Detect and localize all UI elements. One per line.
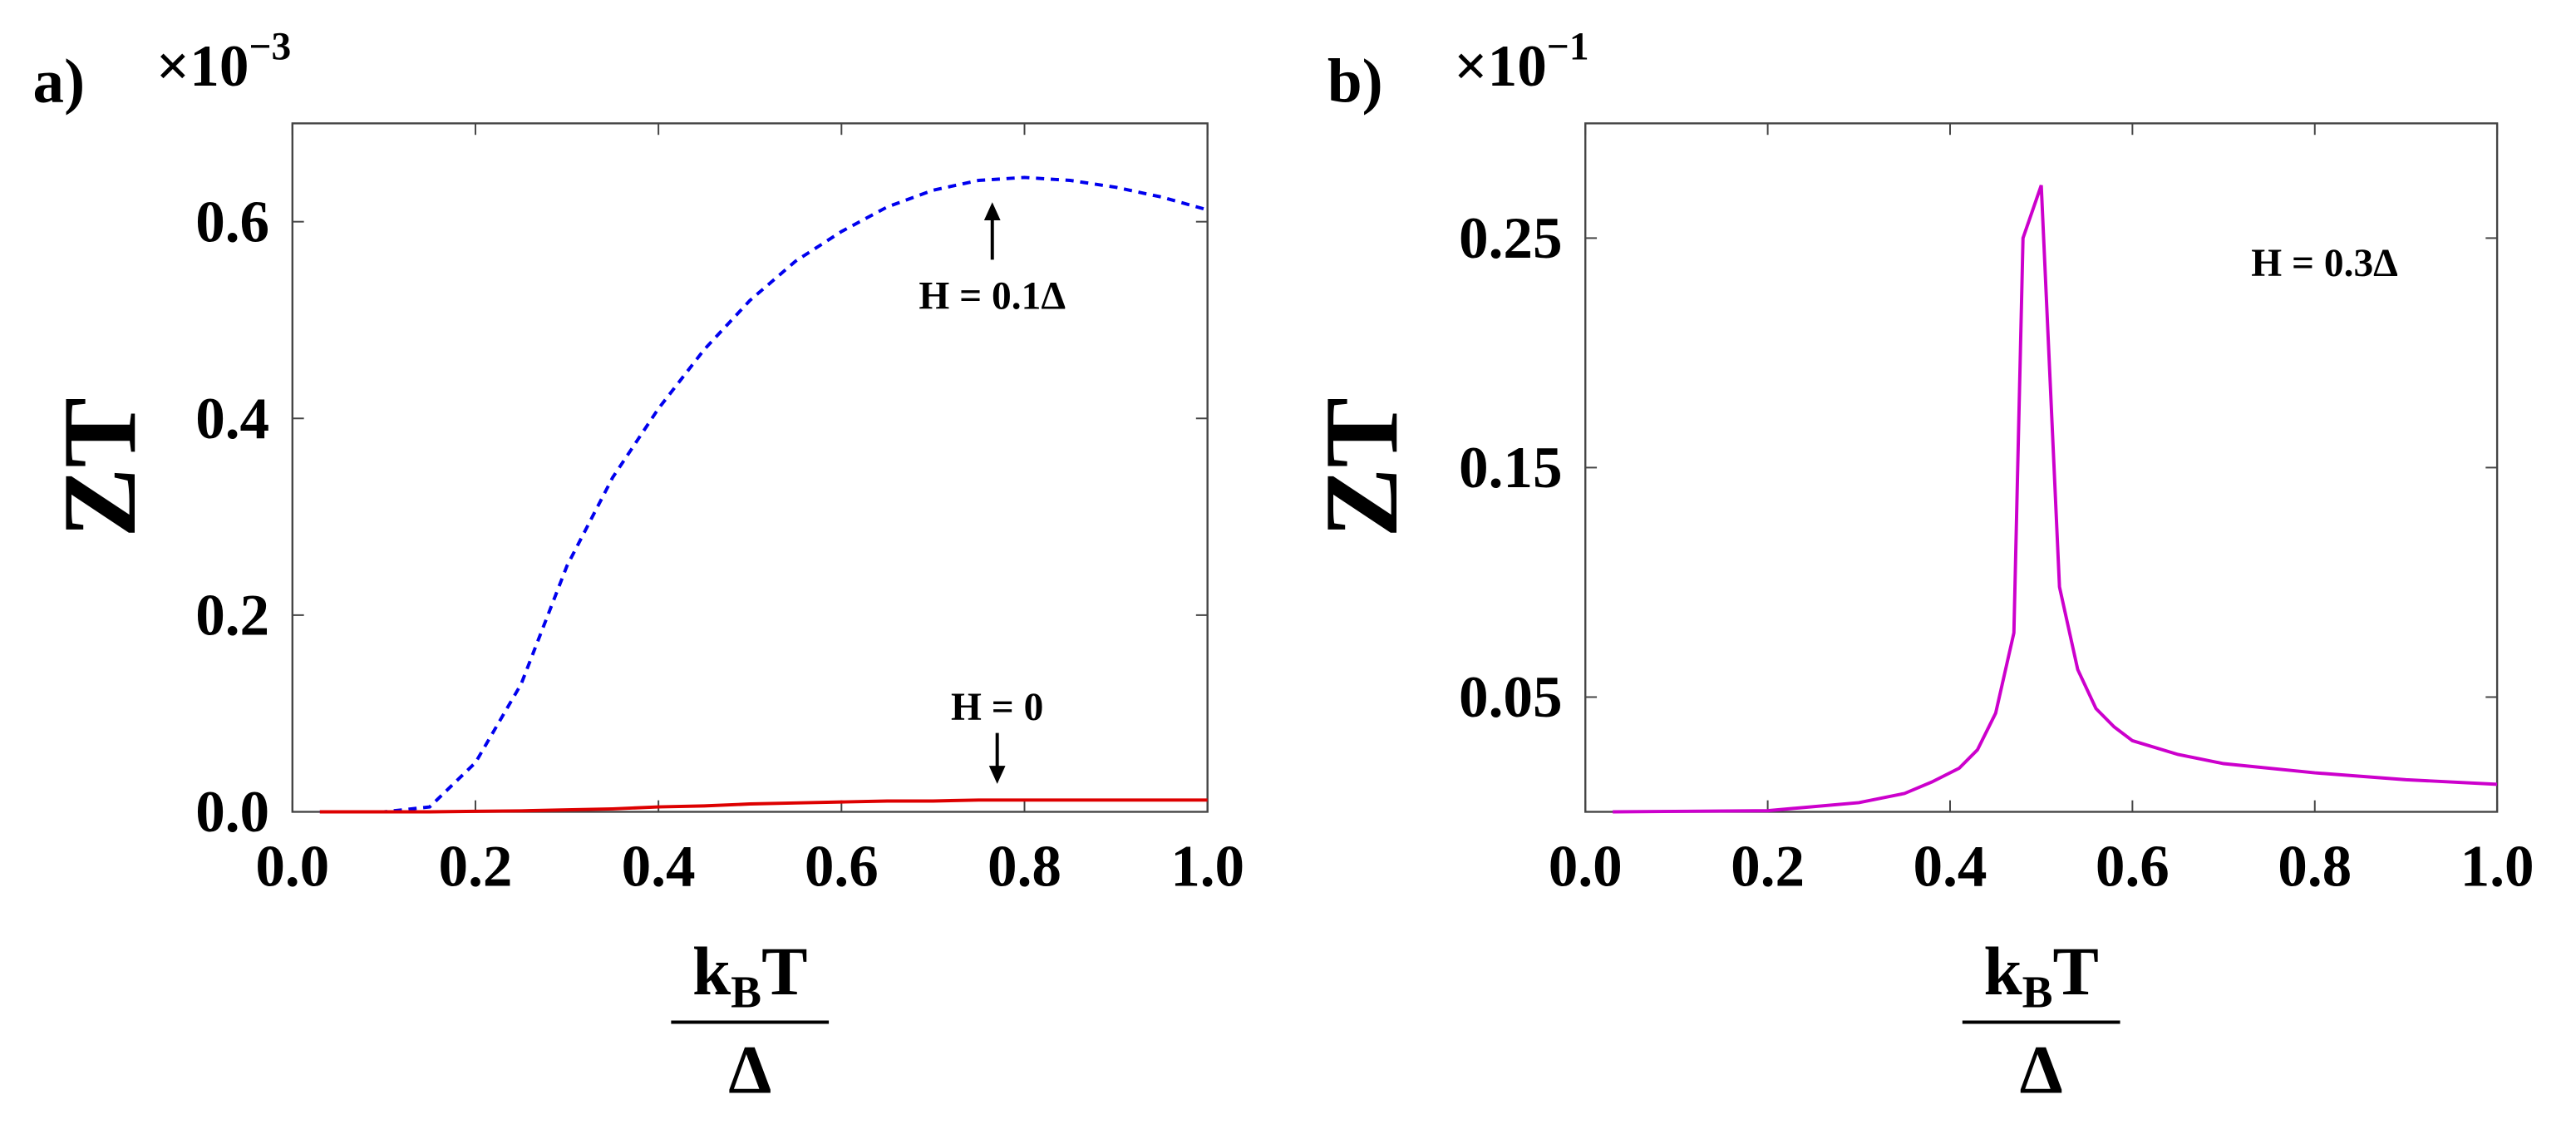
x-tick-label: 0.6 — [2096, 834, 2170, 899]
x-axis-label-numerator: kBT — [1983, 933, 2098, 1018]
x-axis-label-part: B — [731, 967, 761, 1018]
annotation: H = 0.3Δ — [2251, 242, 2398, 285]
multiplier: ×10−1 — [1454, 25, 1588, 99]
x-axis-label-part: k — [1983, 933, 2022, 1009]
y-axis-label: ZT — [1303, 397, 1420, 538]
panel-label: b) — [1327, 47, 1383, 116]
x-axis-label-denominator: Δ — [2020, 1031, 2063, 1107]
x-tick-label: 0.0 — [1549, 834, 1623, 899]
data-line — [319, 175, 1209, 814]
annotation: H = 0 — [951, 686, 1043, 729]
x-axis-label-numerator: kBT — [692, 933, 807, 1018]
x-tick-label: 0.8 — [2278, 834, 2352, 899]
x-tick-label: 1.0 — [1170, 834, 1244, 899]
x-axis-label-denominator: Δ — [728, 1031, 771, 1107]
x-tick-label: 0.8 — [988, 834, 1061, 899]
x-tick-label: 0.0 — [255, 834, 329, 899]
x-axis-label-part: T — [761, 933, 807, 1009]
data-line — [319, 798, 1208, 814]
y-tick-label: 0.05 — [1459, 665, 1563, 730]
panel-label: a) — [33, 47, 86, 116]
x-tick-label: 0.2 — [439, 834, 513, 899]
y-tick-label: 0.15 — [1459, 436, 1563, 500]
plot-frame — [291, 122, 1209, 813]
y-axis-label: ZT — [42, 397, 158, 538]
multiplier-exponent: −3 — [249, 25, 291, 68]
multiplier-base: ×10 — [156, 34, 249, 99]
x-axis-label-part: T — [2053, 933, 2099, 1009]
multiplier: ×10−3 — [156, 25, 291, 99]
y-tick-label: 0.0 — [195, 780, 269, 845]
arrow-head — [988, 766, 1006, 784]
x-tick-label: 0.6 — [805, 834, 879, 899]
annotation: H = 0.1Δ — [919, 275, 1066, 318]
multiplier-exponent: −1 — [1547, 25, 1589, 68]
x-axis-label-part: k — [692, 933, 731, 1009]
y-tick-label: 0.4 — [195, 387, 269, 451]
y-tick-label: 0.2 — [195, 584, 269, 648]
x-tick-label: 1.0 — [2460, 834, 2534, 899]
x-tick-label: 0.2 — [1731, 834, 1805, 899]
arrow-head — [983, 202, 1001, 220]
y-tick-label: 0.6 — [195, 190, 269, 254]
x-tick-label: 0.4 — [622, 834, 696, 899]
data-line — [1613, 185, 2498, 814]
multiplier-base: ×10 — [1454, 34, 1547, 99]
plot-frame — [1584, 122, 2499, 813]
x-tick-label: 0.4 — [1914, 834, 1987, 899]
y-tick-label: 0.25 — [1459, 206, 1563, 271]
x-axis-label-part: B — [2022, 967, 2053, 1018]
